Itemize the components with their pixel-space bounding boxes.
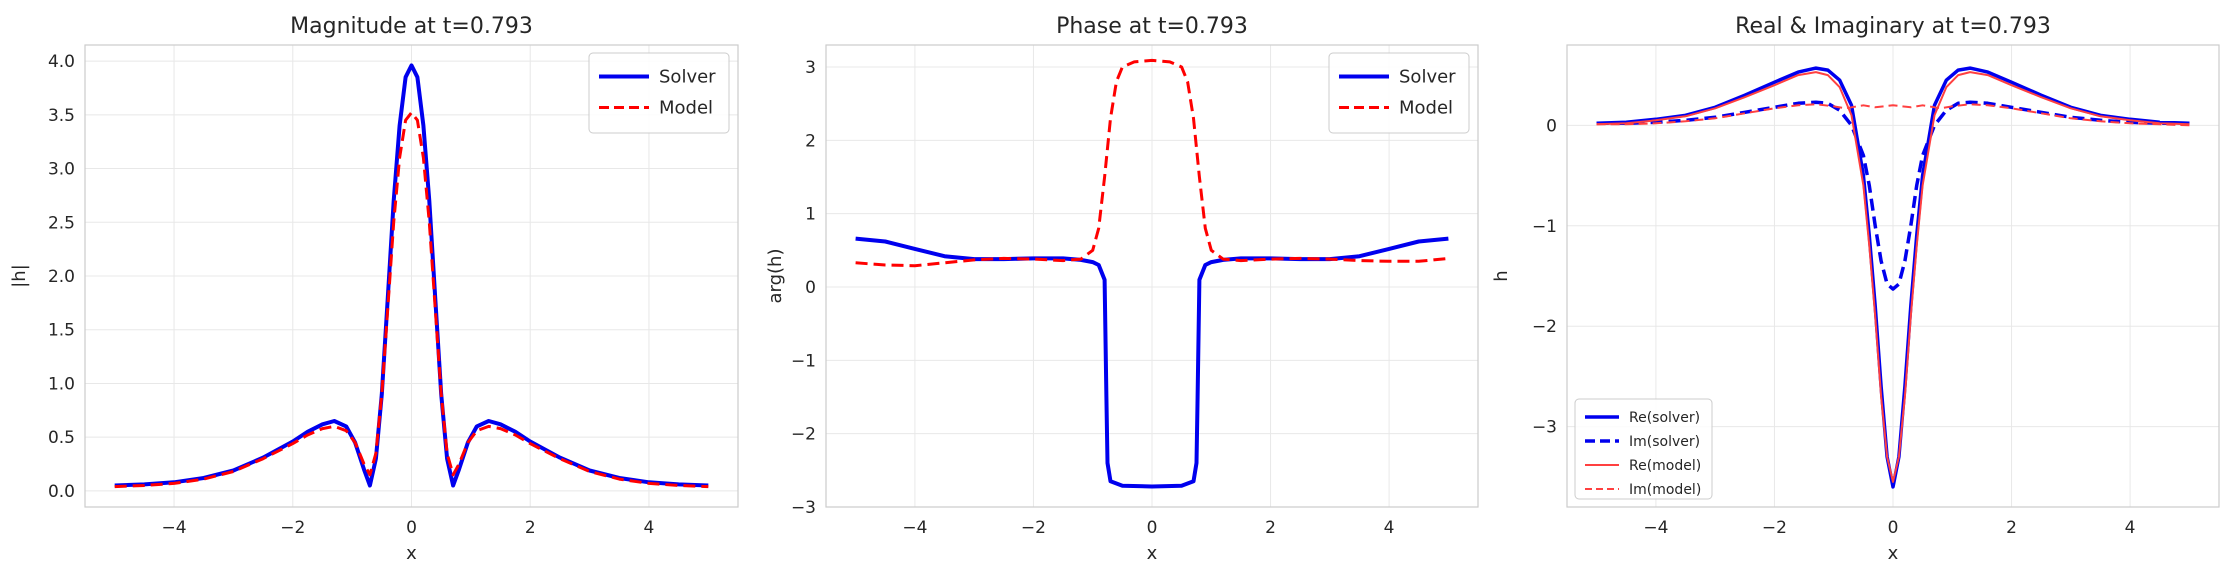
plot-frame [84, 44, 739, 508]
legend-entry: Re(solver) [1629, 410, 1700, 426]
legend-entry: Im(model) [1629, 482, 1701, 498]
y-tick-label: −3 [1532, 418, 1557, 438]
y-axis-label: h [1491, 270, 1512, 281]
y-tick-label: 0 [805, 278, 816, 298]
legend-entry: Re(model) [1629, 458, 1701, 474]
y-tick-label: 2.0 [48, 267, 75, 287]
series-line-re-model- [1596, 71, 2190, 483]
legend-box [1574, 398, 1713, 500]
plot-frame [1566, 44, 2220, 508]
x-tick-label: 0 [1888, 518, 1899, 538]
x-axis-label: x [1147, 543, 1158, 564]
y-tick-label: 3 [805, 58, 816, 78]
legend-entry: Model [659, 98, 713, 119]
x-tick-label: 4 [2125, 518, 2136, 538]
series-line-im-model- [1596, 103, 2190, 127]
y-tick-label: 1 [805, 205, 816, 225]
chart-panel-3: −4 −2 0 2 4 −3 −2 −1 0 Real & Imaginary at t=0.79… [1491, 14, 2220, 564]
x-tick-label: −4 [1643, 518, 1668, 538]
y-tick-label: 3.0 [48, 160, 75, 180]
chart-panel-1: −4 −2 0 2 4 0.0 0.5 1.0 1.5 2.0 2.5 3.0 3.5 4.0 Magnit… [9, 14, 739, 564]
x-axis-label: x [406, 543, 417, 564]
series-line-solver [114, 63, 709, 488]
x-tick-label: 4 [644, 518, 655, 538]
legend-entry: Solver [1399, 67, 1456, 88]
chart-title: Magnitude at t=0.793 [290, 14, 533, 39]
y-tick-label: 3.5 [48, 106, 75, 126]
y-tick-label: 2.5 [48, 213, 75, 233]
y-tick-label: −1 [1532, 217, 1557, 237]
legend-entry: Solver [659, 67, 716, 88]
chart-title: Real & Imaginary at t=0.793 [1735, 14, 2051, 39]
x-tick-label: −2 [280, 518, 305, 538]
y-tick-label: −2 [791, 425, 816, 445]
legend: Solver Model [588, 52, 730, 134]
legend: Re(solver) Im(solver) Re(model) Im(model) [1574, 398, 1713, 500]
y-tick-label: 0 [1546, 116, 1557, 136]
x-tick-label: −4 [162, 518, 187, 538]
series-line-model [114, 111, 709, 489]
legend-entry: Model [1399, 98, 1453, 119]
x-tick-label: 0 [1147, 518, 1158, 538]
y-tick-label: −3 [791, 498, 816, 518]
x-tick-label: 4 [1384, 518, 1395, 538]
y-axis-label: |h| [9, 264, 30, 288]
legend-box [1328, 52, 1470, 134]
x-tick-label: 2 [525, 518, 536, 538]
series-line-model [855, 58, 1449, 268]
y-tick-label: 1.5 [48, 321, 75, 341]
y-tick-label: −1 [791, 351, 816, 371]
x-tick-label: 0 [406, 518, 417, 538]
x-tick-label: 2 [1265, 518, 1276, 538]
legend-box [588, 52, 730, 134]
x-axis-label: x [1888, 543, 1899, 564]
x-tick-label: −2 [1021, 518, 1046, 538]
y-tick-label: 2 [805, 131, 816, 151]
series-line-re-solver- [1596, 66, 2190, 489]
y-tick-label: 0.0 [48, 482, 75, 502]
y-axis-label: arg(h) [765, 249, 786, 304]
chart-title: Phase at t=0.793 [1056, 14, 1248, 39]
chart-panel-2: −4 −2 0 2 4 −3 −2 −1 0 1 2 3 Phase at t=0.793 x arg(h)… [765, 14, 1479, 564]
legend-entry: Im(solver) [1629, 434, 1700, 450]
x-tick-label: −2 [1762, 518, 1787, 538]
y-tick-label: 1.0 [48, 374, 75, 394]
x-tick-label: 2 [2006, 518, 2017, 538]
x-tick-label: −4 [902, 518, 927, 538]
y-tick-label: 0.5 [48, 428, 75, 448]
y-tick-label: −2 [1532, 317, 1557, 337]
plot-frame [825, 44, 1479, 508]
legend: Solver Model [1328, 52, 1470, 134]
y-tick-label: 4.0 [48, 52, 75, 72]
